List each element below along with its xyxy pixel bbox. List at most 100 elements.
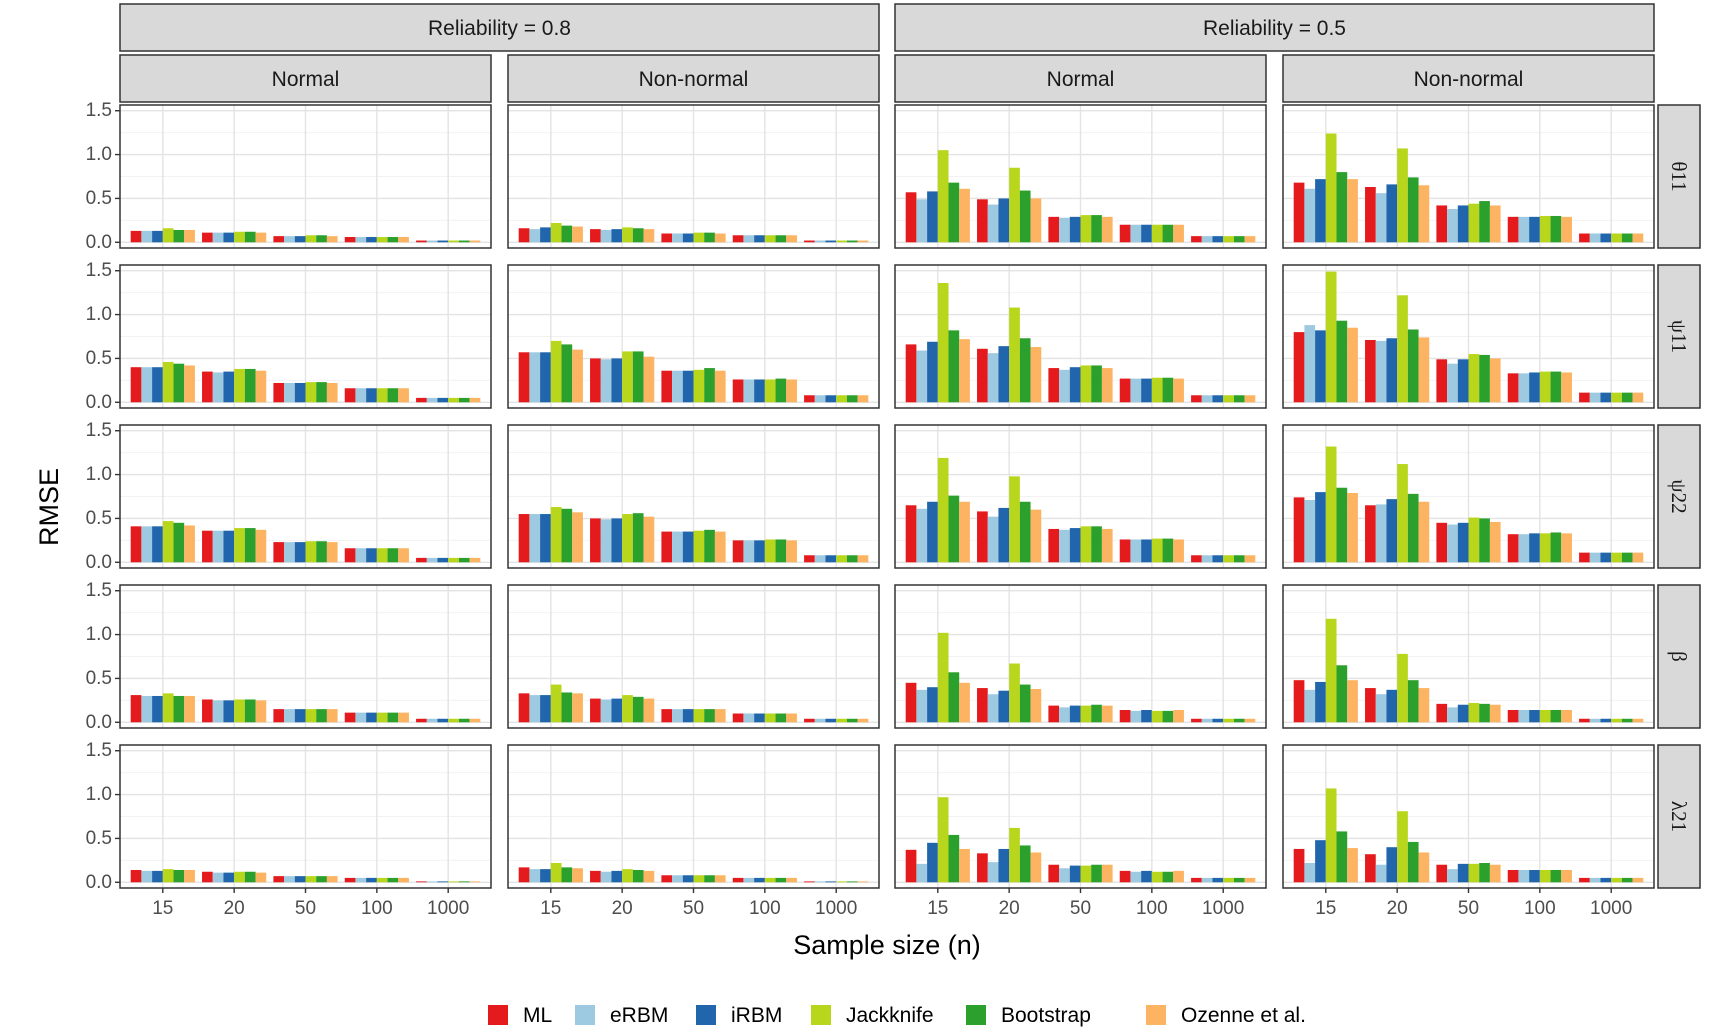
bar <box>1336 487 1348 563</box>
bar <box>804 881 815 883</box>
bar <box>316 709 327 723</box>
bar <box>1397 148 1408 243</box>
bar <box>1091 864 1102 883</box>
bar <box>1048 528 1060 563</box>
bar <box>1101 368 1113 403</box>
bar <box>857 718 869 723</box>
panel-border <box>1282 104 1655 249</box>
bar <box>1119 870 1131 883</box>
bar <box>927 191 938 243</box>
bar <box>244 368 256 403</box>
bar <box>305 876 317 883</box>
panel-border <box>119 424 492 569</box>
bar <box>1009 827 1020 883</box>
bar <box>1130 539 1142 563</box>
bar <box>1336 831 1348 883</box>
bar <box>693 232 705 243</box>
bar <box>1375 340 1387 403</box>
bar <box>416 397 427 403</box>
bar <box>1151 377 1163 403</box>
bar <box>448 397 459 403</box>
bar <box>1479 703 1490 723</box>
panel <box>507 424 880 569</box>
bar <box>959 188 970 243</box>
legend-label: eRBM <box>610 1004 668 1027</box>
bar <box>572 693 583 723</box>
bar <box>959 339 970 403</box>
bar <box>937 150 949 243</box>
bar <box>141 526 153 563</box>
bar <box>786 235 797 243</box>
bar <box>661 875 673 883</box>
bar <box>437 397 449 403</box>
bar <box>294 236 306 243</box>
bar <box>1589 233 1601 243</box>
bar <box>1365 340 1376 403</box>
bar <box>1293 182 1305 243</box>
bar <box>1386 499 1398 563</box>
x-tick-label: 50 <box>295 898 316 919</box>
bar <box>1489 205 1501 243</box>
bar <box>1479 201 1490 243</box>
bar <box>1336 320 1348 403</box>
bar <box>426 881 438 883</box>
bar <box>643 229 655 243</box>
bar <box>622 351 633 403</box>
bar <box>1561 533 1572 563</box>
bar <box>1201 395 1213 403</box>
panel: 0.0 0.5 1.0 1.5 <box>86 100 492 253</box>
bar <box>916 689 928 723</box>
bar <box>1315 492 1326 563</box>
bar <box>305 541 317 563</box>
column-label: Normal <box>272 68 340 91</box>
bar <box>529 352 541 403</box>
bar <box>622 869 633 883</box>
bar <box>1479 518 1490 563</box>
bar <box>1315 840 1326 883</box>
bar <box>643 516 655 563</box>
bar <box>273 236 285 243</box>
y-tick-label: 0.0 <box>86 552 112 573</box>
bar <box>661 233 673 243</box>
bar <box>1365 187 1376 243</box>
y-tick-label: 0.5 <box>86 508 112 529</box>
column-group-label: Reliability = 0.8 <box>428 17 571 40</box>
bar <box>590 698 601 723</box>
bar <box>1030 198 1042 243</box>
bar <box>1141 539 1152 563</box>
legend-swatch <box>966 1005 986 1025</box>
bar <box>937 797 949 883</box>
bar <box>1009 663 1020 723</box>
bar <box>1009 476 1020 563</box>
bar <box>1162 377 1174 403</box>
bar <box>754 877 765 883</box>
bar <box>1539 710 1551 723</box>
bar <box>1212 877 1224 883</box>
bar <box>1436 522 1448 563</box>
y-tick-label: 1.5 <box>86 100 112 121</box>
bar <box>376 712 388 723</box>
bar <box>611 518 623 563</box>
bar <box>1030 347 1042 403</box>
bar <box>326 382 338 403</box>
bar <box>857 395 869 403</box>
bar <box>572 868 583 883</box>
bar <box>1091 526 1102 563</box>
bar <box>905 192 917 243</box>
bar <box>326 876 338 883</box>
legend-item: Ozenne et al. <box>1146 1004 1306 1027</box>
bar <box>1457 205 1469 243</box>
bar <box>1304 862 1316 883</box>
bar <box>437 881 449 883</box>
bar <box>682 709 694 723</box>
bar <box>754 235 765 243</box>
bar <box>672 875 683 883</box>
bar <box>1141 870 1152 883</box>
bar <box>1223 555 1234 563</box>
panel <box>1282 264 1655 409</box>
y-tick-label: 0.5 <box>86 668 112 689</box>
bar <box>775 539 787 563</box>
bar <box>1365 505 1376 563</box>
bar <box>184 695 195 723</box>
bar <box>234 699 245 723</box>
